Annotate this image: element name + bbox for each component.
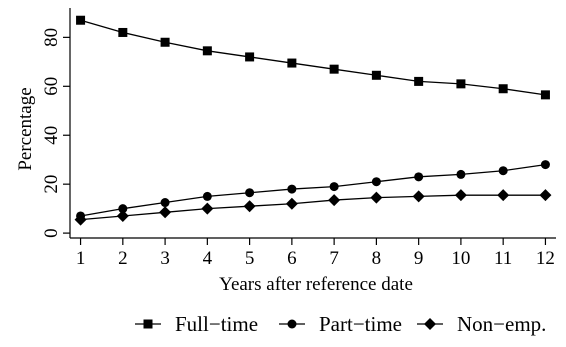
y-axis-label: Percentage <box>15 87 36 170</box>
data-point-non-emp-5 <box>243 200 256 213</box>
data-point-part-time-12 <box>540 160 550 170</box>
legend-item-part-time: Part−time <box>279 312 402 336</box>
data-point-part-time-4 <box>202 191 212 201</box>
x-tick-label-10: 10 <box>451 248 470 269</box>
data-point-full-time-6 <box>287 58 297 68</box>
x-tick-label-11: 11 <box>494 248 512 269</box>
series-full-time <box>76 15 550 100</box>
data-point-full-time-10 <box>456 79 466 89</box>
series-line-full-time <box>80 19 546 96</box>
data-point-part-time-5 <box>245 188 255 198</box>
data-point-full-time-1 <box>76 15 86 25</box>
data-point-full-time-5 <box>245 52 255 62</box>
data-point-full-time-8 <box>371 70 381 80</box>
x-tick-label-1: 1 <box>76 248 86 269</box>
plot-area <box>74 15 552 226</box>
data-point-part-time-2 <box>118 204 128 214</box>
data-point-non-emp-6 <box>285 197 298 210</box>
x-tick-label-2: 2 <box>118 248 128 269</box>
legend-label-full-time: Full−time <box>175 312 258 336</box>
x-axis-label: Years after reference date <box>219 274 413 295</box>
data-point-non-emp-10 <box>454 189 467 202</box>
series-non-emp <box>74 189 552 226</box>
data-point-non-emp-2 <box>116 209 129 222</box>
data-point-non-emp-4 <box>201 202 214 215</box>
data-point-full-time-4 <box>202 46 212 56</box>
data-point-part-time-9 <box>414 172 424 182</box>
series-line-non-emp <box>80 194 546 221</box>
data-point-non-emp-11 <box>497 189 510 202</box>
data-point-full-time-11 <box>498 84 508 94</box>
y-tick-label-40: 40 <box>41 126 62 145</box>
data-point-part-time-11 <box>498 166 508 176</box>
y-tick-label-0: 0 <box>41 228 62 238</box>
y-tick-label-80: 80 <box>41 28 62 47</box>
data-point-part-time-7 <box>329 182 339 192</box>
x-tick-label-6: 6 <box>287 248 297 269</box>
legend-marker-non-emp <box>424 318 436 330</box>
data-point-non-emp-7 <box>328 194 341 207</box>
y-axis-ticks: 0 20 40 60 80 <box>41 28 70 238</box>
data-point-part-time-6 <box>287 184 297 194</box>
data-point-non-emp-8 <box>370 191 383 204</box>
data-point-non-emp-12 <box>539 189 552 202</box>
data-point-full-time-12 <box>540 90 550 100</box>
legend-marker-part-time <box>287 319 297 329</box>
x-tick-label-4: 4 <box>203 248 213 269</box>
x-tick-label-3: 3 <box>160 248 170 269</box>
x-tick-label-7: 7 <box>329 248 339 269</box>
legend-label-non-emp: Non−emp. <box>457 312 546 336</box>
y-tick-label-60: 60 <box>41 77 62 96</box>
series-part-time <box>76 160 550 221</box>
data-point-full-time-7 <box>329 64 339 74</box>
data-point-full-time-9 <box>414 76 424 86</box>
y-tick-label-20: 20 <box>41 175 62 194</box>
data-point-part-time-8 <box>371 177 381 187</box>
data-point-full-time-2 <box>118 27 128 37</box>
series-line-part-time <box>80 163 546 217</box>
data-point-non-emp-9 <box>412 190 425 203</box>
legend-item-non-emp: Non−emp. <box>417 312 546 336</box>
x-axis-ticks: 1 2 3 4 5 6 7 8 9 10 11 12 <box>76 238 555 269</box>
data-point-part-time-3 <box>160 198 170 208</box>
data-point-non-emp-1 <box>74 213 87 226</box>
x-tick-label-9: 9 <box>414 248 424 269</box>
legend-marker-full-time <box>143 319 153 329</box>
data-point-non-emp-3 <box>159 206 172 219</box>
legend-item-full-time: Full−time <box>135 312 258 336</box>
x-tick-label-12: 12 <box>536 248 555 269</box>
data-point-full-time-3 <box>160 37 170 47</box>
legend-label-part-time: Part−time <box>319 312 402 336</box>
legend: Full−time Part−time Non−emp. <box>135 312 546 336</box>
x-tick-label-5: 5 <box>245 248 255 269</box>
data-point-part-time-10 <box>456 169 466 179</box>
x-tick-label-8: 8 <box>372 248 382 269</box>
